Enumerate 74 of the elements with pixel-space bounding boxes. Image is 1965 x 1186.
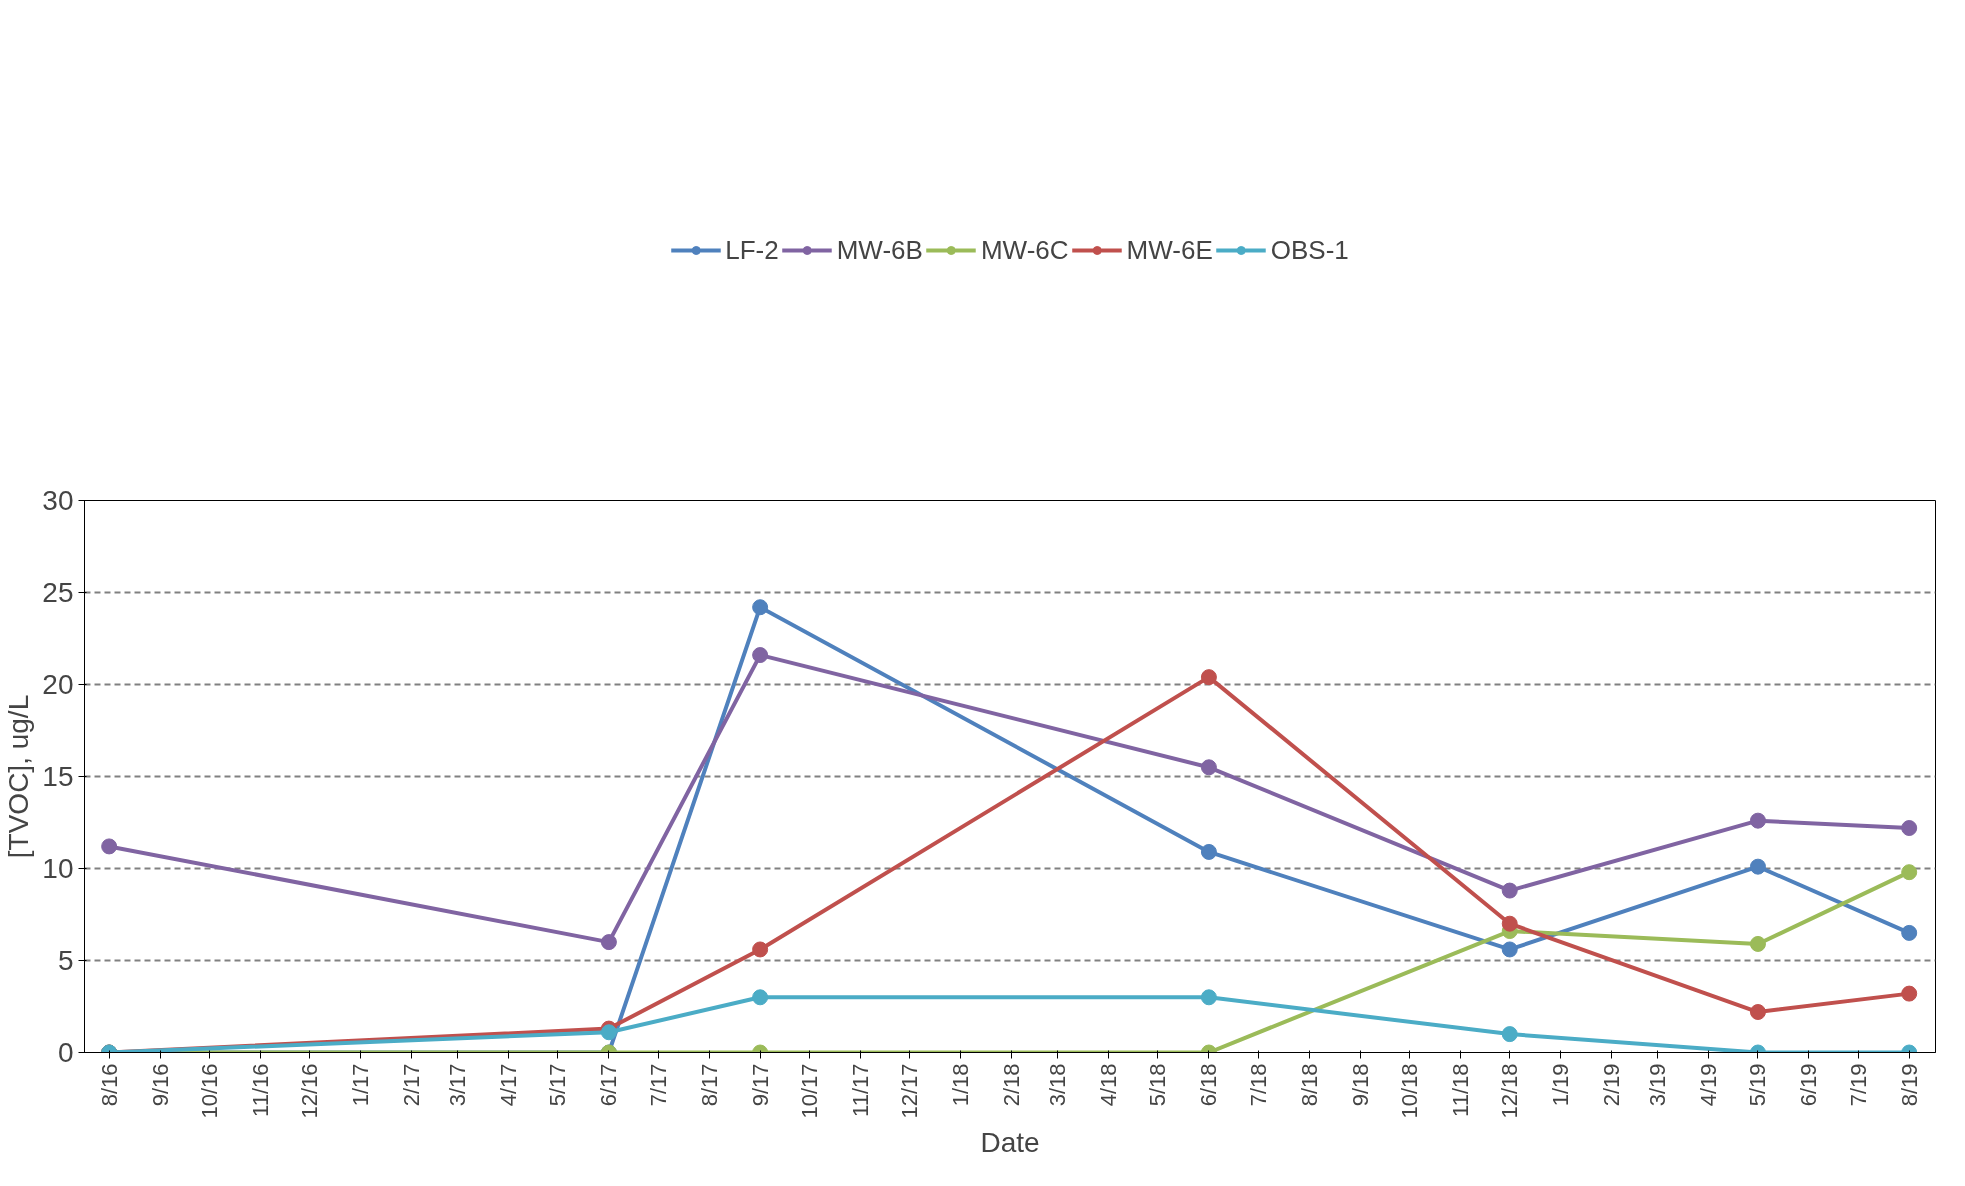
y-tick-label: 10 (42, 853, 74, 884)
legend-label: MW-6C (980, 234, 1069, 266)
x-tick-label: 11/17 (847, 1063, 873, 1117)
x-tick-label: 4/18 (1096, 1063, 1122, 1107)
x-tick-label: 12/18 (1497, 1063, 1523, 1119)
x-tick-label: 11/18 (1447, 1063, 1473, 1117)
x-tick-label: 4/17 (496, 1063, 522, 1107)
y-tick-label: 5 (57, 945, 74, 976)
y-axis-title: [TVOC], ug/L (3, 694, 35, 859)
x-tick-label: 9/16 (147, 1063, 173, 1107)
x-tick-label: 11/16 (247, 1063, 273, 1117)
legend-label: MW-6E (1126, 234, 1213, 266)
x-tick-label: 9/17 (747, 1063, 773, 1107)
y-tick-label: 30 (42, 485, 74, 516)
x-tick-label: 6/18 (1196, 1063, 1222, 1107)
legend-label: OBS-1 (1270, 234, 1349, 266)
legend-label: LF-2 (725, 234, 779, 266)
point (1901, 864, 1918, 881)
x-tick-label: 12/17 (897, 1063, 923, 1119)
y-tick-label: 15 (42, 761, 74, 792)
x-tick-label: 1/18 (948, 1063, 974, 1107)
point (1749, 812, 1766, 829)
y-tick-label: 25 (42, 577, 74, 608)
x-tick-label: 7/19 (1845, 1063, 1871, 1107)
x-tick-label: 4/19 (1696, 1063, 1722, 1107)
x-tick-label: 6/17 (596, 1063, 622, 1107)
point (1200, 843, 1217, 860)
point (101, 838, 118, 855)
x-tick-label: 8/18 (1296, 1063, 1322, 1107)
point (1200, 759, 1217, 776)
x-tick-label: 1/17 (348, 1063, 374, 1107)
point (1501, 915, 1518, 932)
y-tick-label: 20 (42, 669, 74, 700)
point (1901, 924, 1918, 941)
x-tick-label: 2/19 (1599, 1063, 1625, 1107)
x-tick-label: 2/18 (999, 1063, 1025, 1107)
point (752, 599, 769, 616)
point (1901, 820, 1918, 837)
x-tick-label: 8/17 (696, 1063, 722, 1107)
point (600, 1024, 617, 1041)
point (1749, 858, 1766, 875)
point (1200, 669, 1217, 686)
point (1501, 1026, 1518, 1043)
x-axis-title: Date (980, 1126, 1040, 1158)
point (1501, 941, 1518, 958)
point (752, 941, 769, 958)
x-tick-label: 12/16 (297, 1063, 323, 1119)
point (1200, 989, 1217, 1006)
x-tick-label: 1/19 (1548, 1063, 1574, 1107)
point (1749, 935, 1766, 952)
x-tick-label: 2/17 (399, 1063, 425, 1107)
y-tick-label: 0 (57, 1037, 74, 1068)
point (1901, 985, 1918, 1002)
x-tick-label: 5/18 (1145, 1063, 1171, 1107)
x-tick-label: 5/19 (1745, 1063, 1771, 1107)
point (752, 989, 769, 1006)
x-tick-label: 10/18 (1396, 1063, 1422, 1119)
x-tick-label: 9/18 (1347, 1063, 1373, 1107)
x-tick-label: 3/18 (1045, 1063, 1071, 1107)
legend-label: MW-6B (836, 234, 923, 266)
x-tick-label: 8/16 (96, 1063, 122, 1107)
x-tick-label: 10/16 (196, 1063, 222, 1119)
x-tick-label: 7/17 (645, 1063, 671, 1107)
x-tick-label: 3/17 (445, 1063, 471, 1107)
x-tick-label: 3/19 (1645, 1063, 1671, 1107)
point (1501, 882, 1518, 899)
point (752, 647, 769, 664)
x-tick-label: 5/17 (545, 1063, 571, 1107)
x-tick-label: 6/19 (1796, 1063, 1822, 1107)
point (1749, 1004, 1766, 1021)
x-tick-label: 7/18 (1245, 1063, 1271, 1107)
point (600, 934, 617, 951)
x-tick-label: 8/19 (1896, 1063, 1922, 1107)
x-tick-label: 10/17 (796, 1063, 822, 1119)
